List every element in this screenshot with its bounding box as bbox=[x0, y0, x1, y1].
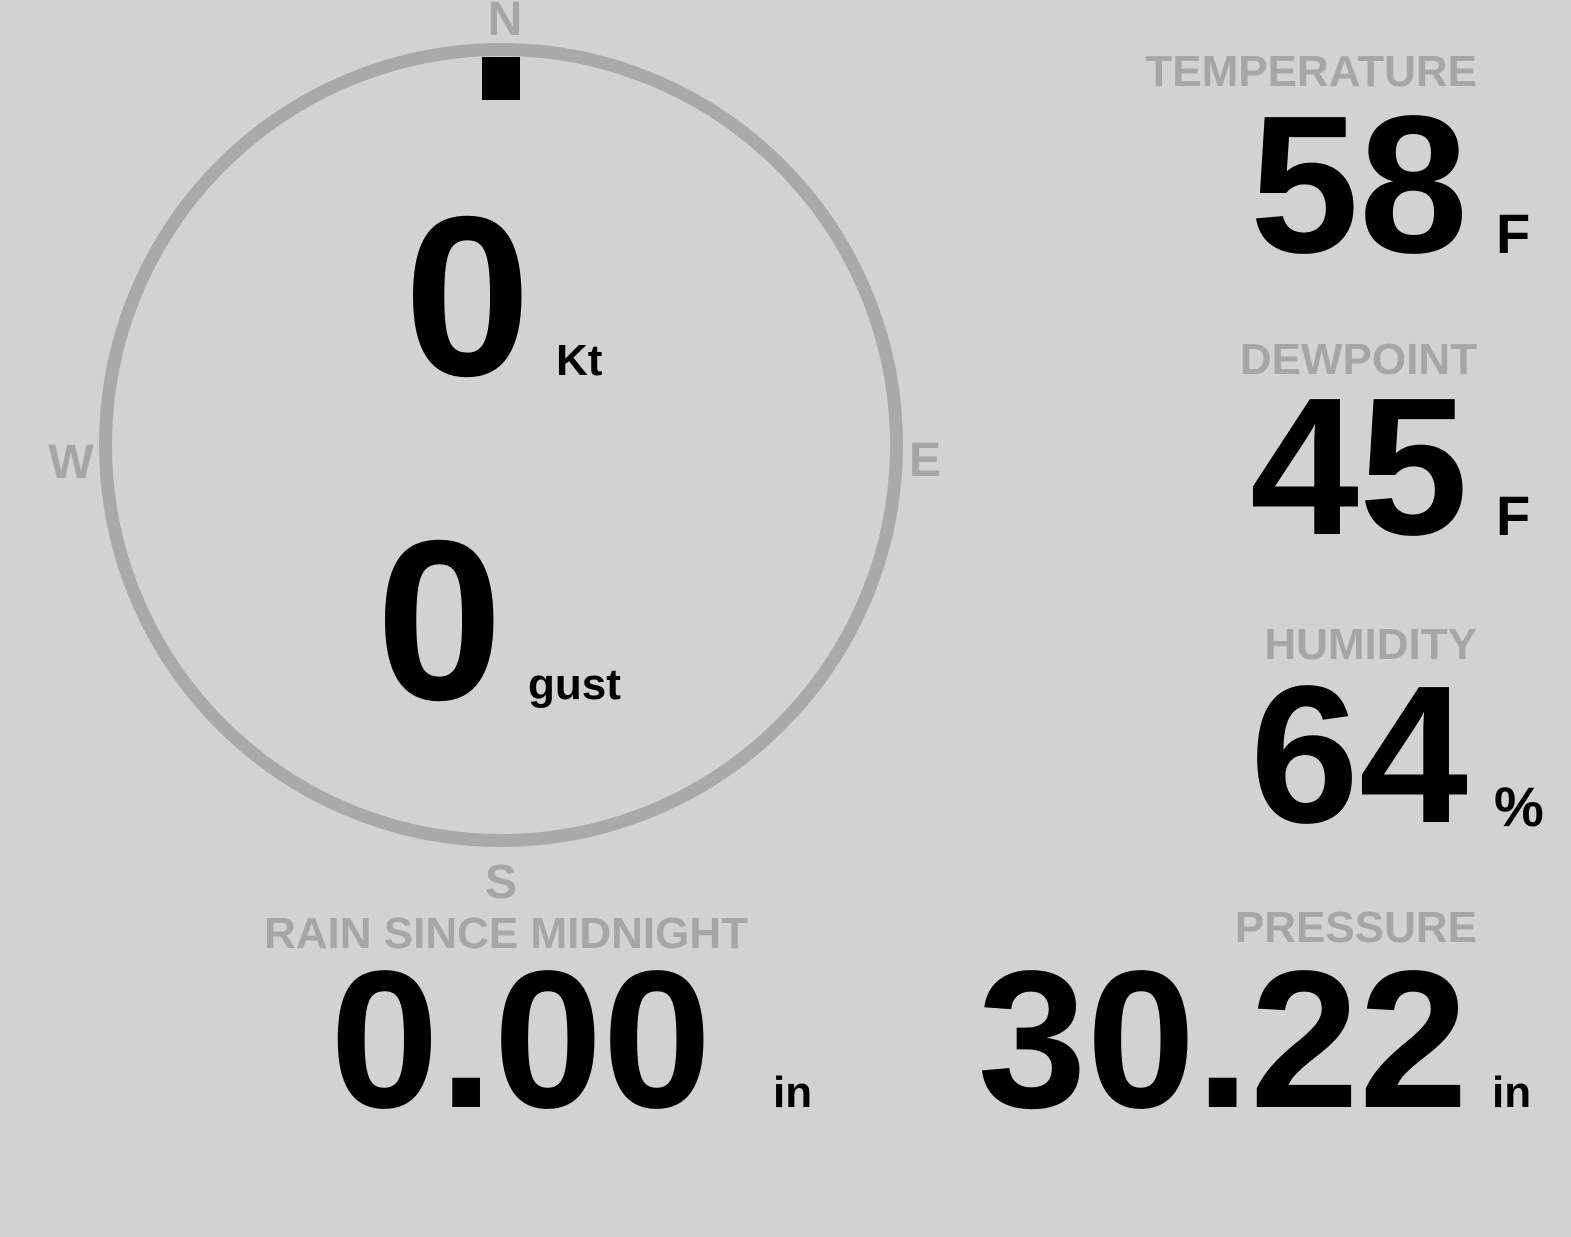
pressure-unit: in bbox=[1492, 1068, 1532, 1117]
pressure-label: PRESSURE bbox=[1234, 903, 1477, 952]
pressure-value: 30.22 bbox=[977, 930, 1468, 1149]
wind-gust-unit: gust bbox=[528, 660, 621, 709]
rain-since-midnight-unit: in bbox=[773, 1068, 813, 1117]
wind-direction-marker bbox=[482, 57, 520, 100]
humidity-unit: % bbox=[1494, 775, 1544, 838]
compass-label-south: S bbox=[484, 856, 518, 909]
temperature-label: TEMPERATURE bbox=[1145, 47, 1477, 96]
wind-speed-value: 0 bbox=[404, 170, 531, 424]
dewpoint-value: 45 bbox=[1249, 357, 1468, 576]
rain-since-midnight-value: 0.00 bbox=[330, 930, 712, 1149]
wind-gust-value: 0 bbox=[376, 494, 503, 748]
dewpoint-label: DEWPOINT bbox=[1239, 335, 1477, 384]
dewpoint-unit: F bbox=[1496, 484, 1531, 547]
humidity-value: 64 bbox=[1249, 645, 1468, 864]
rain-since-midnight-label: RAIN SINCE MIDNIGHT bbox=[264, 909, 748, 958]
humidity-label: HUMIDITY bbox=[1264, 620, 1477, 669]
compass-label-north: N bbox=[487, 0, 523, 46]
compass-label-west: W bbox=[48, 436, 94, 489]
wind-speed-unit: Kt bbox=[556, 336, 603, 385]
compass-label-east: E bbox=[908, 434, 942, 487]
temperature-unit: F bbox=[1496, 202, 1531, 265]
temperature-value: 58 bbox=[1249, 75, 1468, 294]
